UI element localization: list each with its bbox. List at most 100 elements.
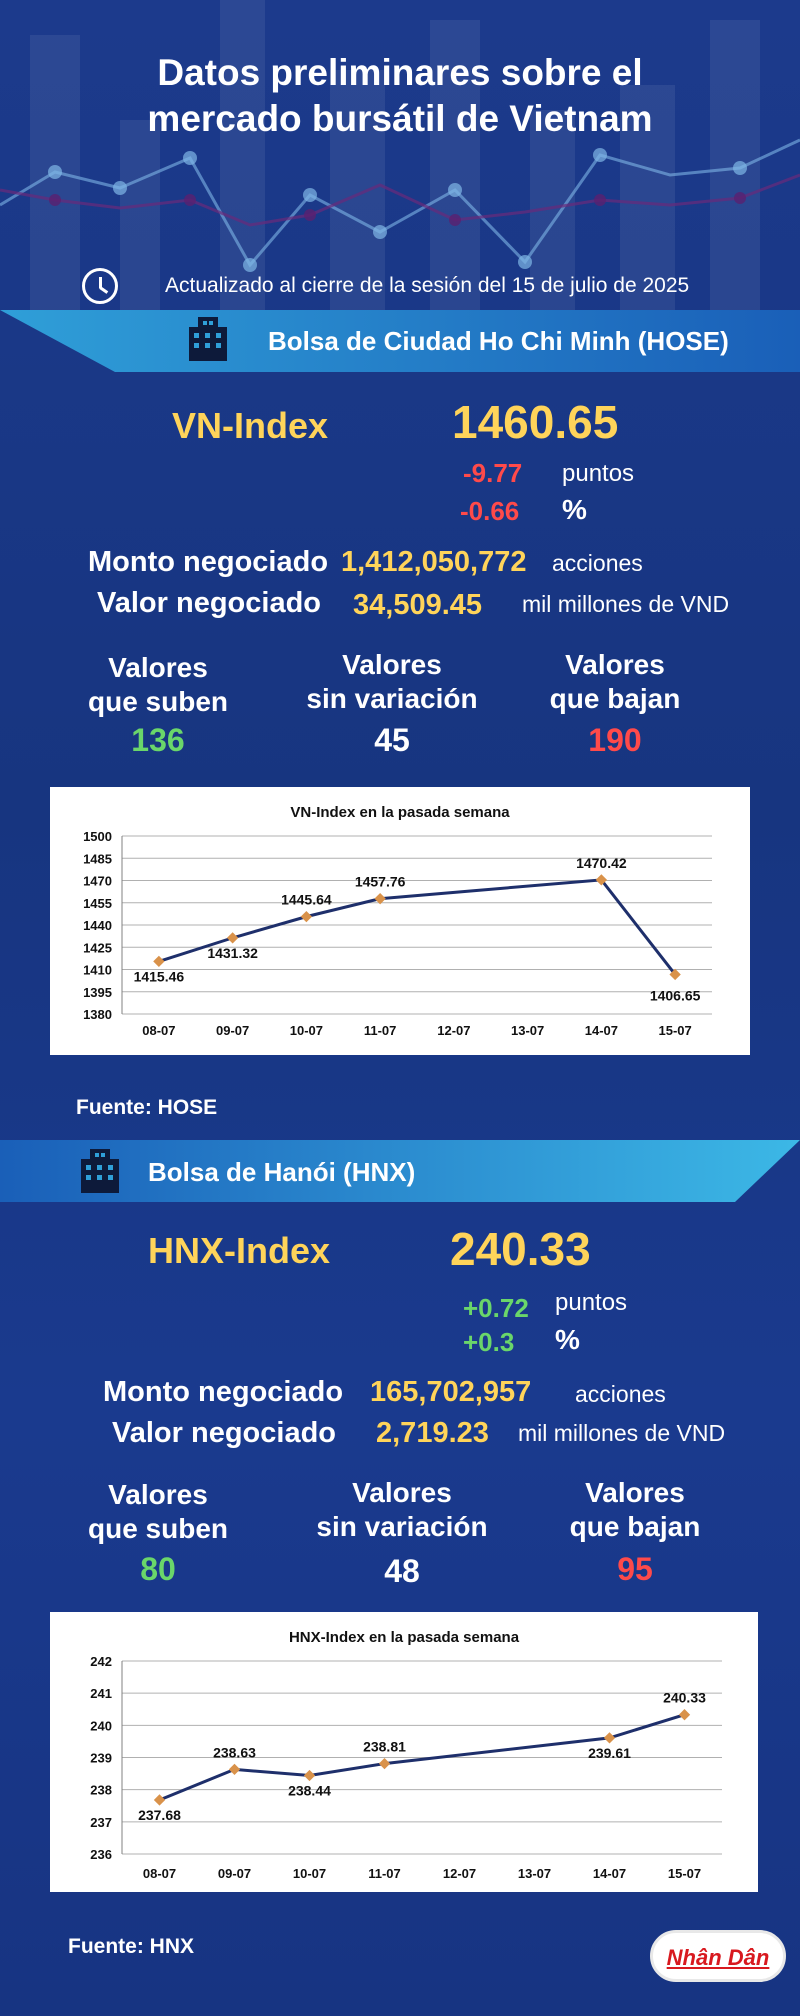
hnx-change-points: +0.72 [463, 1293, 529, 1323]
hnx-flat-value: 48 [384, 1553, 420, 1589]
page-title: Datos preliminares sobre el mercado burs… [0, 50, 800, 142]
hose-exchange-name: Bolsa de Ciudad Ho Chi Minh (HOSE) [268, 326, 729, 356]
vn-index-chart: VN-Index en la pasada semana 1380 1395 1410… [50, 787, 750, 1055]
x-tick-label: 12-07 [443, 1866, 476, 1881]
hose-value-unit: mil millones de VND [522, 591, 730, 617]
y-tick-label: 240 [90, 1718, 112, 1733]
hose-up-value: 136 [131, 722, 185, 758]
series-line [158, 878, 677, 976]
y-tick-label: 1485 [83, 851, 112, 866]
hose-pct-label: % [562, 494, 587, 525]
x-tick-label: 10-07 [293, 1866, 326, 1881]
data-point [300, 910, 313, 923]
hnx-volume-unit: acciones [575, 1381, 666, 1407]
y-tick-label: 1470 [83, 874, 112, 889]
y-tick-label: 239 [90, 1751, 112, 1766]
y-tick-label: 1380 [83, 1007, 112, 1022]
data-point [303, 1769, 316, 1782]
data-point [378, 1757, 391, 1770]
hnx-source: Fuente: HNX [68, 1935, 194, 1958]
hnx-index-label: HNX-Index [148, 1230, 331, 1271]
hose-flat-label: Valores sin variación [306, 649, 478, 714]
x-tick-label: 08-07 [143, 1866, 176, 1881]
hose-down-label: Valores que bajan [549, 649, 681, 714]
hose-change-points: -9.77 [463, 458, 523, 488]
x-tick-label: 11-07 [368, 1866, 401, 1881]
data-point [603, 1732, 616, 1744]
hose-value-value: 34,509.45 [353, 589, 483, 621]
x-tick-label: 13-07 [518, 1866, 551, 1881]
y-tick-label: 242 [90, 1654, 112, 1669]
hnx-up-label: Valores que suben [87, 1479, 228, 1544]
data-label: 1457.76 [355, 874, 406, 890]
data-label: 1431.32 [207, 945, 258, 961]
x-tick-label: 15-07 [659, 1023, 692, 1038]
y-tick-label: 1455 [83, 896, 112, 911]
updated-text: Actualizado al cierre de la sesión del 1… [165, 274, 690, 297]
hose-index-label: VN-Index [172, 405, 329, 446]
hose-change-pct: -0.66 [460, 496, 520, 526]
x-tick-label: 15-07 [668, 1866, 701, 1881]
hose-value-label: Valor negociado [97, 587, 321, 619]
hnx-down-label: Valores que bajan [569, 1477, 701, 1542]
y-tick-label: 236 [90, 1847, 112, 1862]
y-tick-label: 237 [90, 1815, 112, 1830]
building-icon [81, 1149, 119, 1193]
hnx-value-unit: mil millones de VND [518, 1420, 726, 1446]
hnx-volume-label: Monto negociado [103, 1376, 344, 1408]
x-tick-label: 14-07 [593, 1866, 626, 1881]
hnx-value-label: Valor negociado [112, 1417, 336, 1449]
data-label: 238.63 [213, 1744, 256, 1760]
data-point [226, 932, 239, 944]
data-label: 1470.42 [576, 855, 627, 871]
x-tick-label: 12-07 [437, 1023, 470, 1038]
hose-volume-value: 1,412,050,772 [341, 546, 527, 578]
hose-volume-label: Monto negociado [88, 546, 329, 578]
hose-index-value: 1460.65 [452, 396, 619, 448]
hose-down-value: 190 [588, 722, 642, 758]
building-icon [189, 317, 227, 361]
hnx-index-value: 240.33 [450, 1223, 591, 1275]
hnx-down-value: 95 [617, 1551, 653, 1587]
clock-icon [82, 268, 118, 304]
x-tick-label: 08-07 [142, 1023, 175, 1038]
title-line-2: mercado bursátil de Vietnam [147, 98, 653, 139]
hnx-exchange-name: Bolsa de Hanói (HNX) [148, 1157, 416, 1187]
data-label: 1406.65 [650, 987, 701, 1003]
chart-title: HNX-Index en la pasada semana [289, 1629, 520, 1646]
hnx-index-chart: HNX-Index en la pasada semana 236 237 238 23… [50, 1612, 758, 1892]
hnx-value-value: 2,719.23 [376, 1417, 489, 1449]
data-label: 238.44 [288, 1783, 331, 1799]
logo-text: Nhân Dân [666, 1945, 770, 1970]
data-point [678, 1709, 691, 1721]
y-tick-label: 238 [90, 1783, 112, 1798]
hnx-pct-label: % [555, 1324, 580, 1355]
chart-title: VN-Index en la pasada semana [290, 804, 510, 821]
hnx-up-value: 80 [140, 1551, 176, 1587]
data-point [228, 1763, 241, 1776]
data-point [153, 955, 165, 968]
y-tick-label: 1395 [83, 985, 112, 1000]
series-line [158, 1713, 685, 1802]
hose-source: Fuente: HOSE [76, 1096, 218, 1119]
data-label: 237.68 [138, 1807, 181, 1823]
hnx-points-label: puntos [555, 1289, 628, 1316]
data-label: 240.33 [663, 1690, 706, 1706]
x-tick-label: 13-07 [511, 1023, 544, 1038]
hnx-volume-value: 165,702,957 [370, 1376, 532, 1408]
y-tick-label: 1440 [83, 918, 112, 933]
data-label: 1415.46 [134, 968, 185, 984]
x-tick-label: 09-07 [218, 1866, 251, 1881]
hose-up-label: Valores que suben [87, 652, 228, 717]
x-tick-label: 11-07 [364, 1023, 397, 1038]
x-tick-label: 10-07 [290, 1023, 323, 1038]
y-tick-label: 1425 [83, 940, 112, 955]
hose-flat-value: 45 [374, 722, 410, 758]
y-tick-label: 1410 [83, 963, 112, 978]
hnx-change-pct: +0.3 [463, 1327, 515, 1357]
hose-volume-unit: acciones [552, 550, 643, 576]
y-tick-label: 241 [90, 1686, 112, 1701]
title-line-1: Datos preliminares sobre el [157, 52, 643, 93]
hnx-flat-label: Valores sin variación [316, 1477, 488, 1542]
nhandan-logo[interactable]: Nhân Dân [650, 1930, 786, 1982]
